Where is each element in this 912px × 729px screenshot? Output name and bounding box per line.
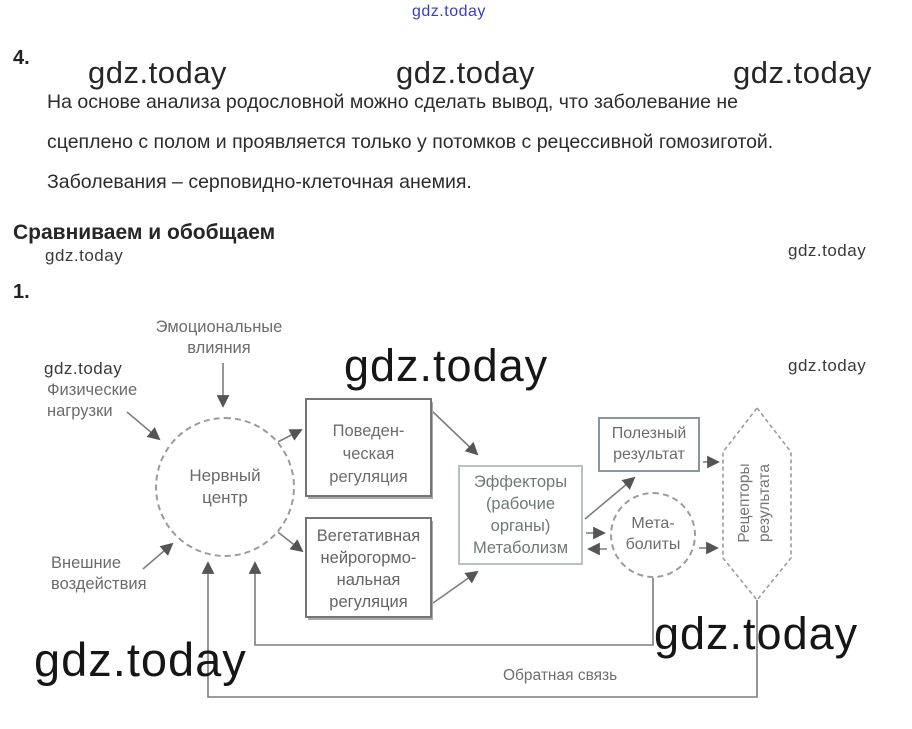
receptors-hexagon [722,406,792,602]
arrow-vegetative-to-effectors [432,570,479,604]
node-vegetative-regulation: Вегетативная нейрогормо- нальная регуляц… [305,517,432,618]
node-useful-result: Полезный результат [598,417,700,472]
arrow-effectors-to-useful [584,476,636,520]
task4-line-1: На основе анализа родословной можно сдел… [47,91,738,113]
node-text: Рецепторы [736,463,753,543]
node-text: Эффекторы [473,473,568,491]
node-text: ческая [342,445,395,463]
label-external-influences: Внешние воздействия [51,553,147,595]
label-emotional-influences: Эмоциональные влияния [140,317,298,359]
watermark-bottom-right: gdz.today [654,608,859,659]
feedback-line-receptors [201,561,758,698]
node-effectors: Эффекторы (рабочие органы) Метаболизм [458,465,583,565]
watermark-heading-left: gdz.today [45,246,124,265]
label-line: воздействия [51,575,147,593]
watermark-diagram-right: gdz.today [788,356,867,375]
node-text: Метаболизм [472,539,569,557]
node-text: результат [613,446,685,463]
node-text: результата [756,464,773,542]
task1-number: 1. [13,281,30,303]
watermark-diagram-left: gdz.today [44,359,123,378]
arrow-nerve-to-vegetative [273,528,304,553]
arrow-physical-to-nerve [126,411,161,441]
node-text: Мета- [631,515,675,532]
feedback-label: Обратная связь [503,667,618,684]
node-text: регуляция [329,593,408,611]
node-receptors-label: Рецепторы результата [735,448,779,558]
watermark-row-1: gdz.today [88,55,227,90]
task4-number: 4. [13,47,30,69]
task4-line-3: Заболевания – серповидно-клеточная анеми… [47,171,472,193]
label-line: Физические [47,381,138,399]
label-line: нагрузки [47,402,113,420]
watermark-row-2: gdz.today [396,55,535,90]
watermark-heading-right: gdz.today [788,241,867,260]
node-text: регуляция [329,468,408,486]
node-text: центр [202,488,248,507]
node-text: Нервный [189,466,261,485]
watermark-bottom-left: gdz.today [34,633,247,686]
task4-answer-text: На основе анализа родословной можно сдел… [47,82,907,202]
arrow-behavioral-to-effectors [431,410,479,456]
label-line: Внешние [51,554,122,572]
watermark-top-blue: gdz.today [412,3,486,20]
node-text: органы) [490,517,551,535]
label-physical-loads: Физические нагрузки [47,380,137,422]
watermark-row-3: gdz.today [733,55,872,90]
node-metabolites: Мета- болиты [610,492,696,578]
label-line: влияния [187,339,251,357]
section-heading: Сравниваем и обобщаем [13,221,276,244]
label-line: Эмоциональные [155,318,283,336]
node-text: Полезный [611,425,687,442]
task4-line-2: сцеплено с полом и проявляется только у … [47,131,774,153]
watermark-diagram-center: gdz.today [344,340,549,391]
node-text: нальная [336,571,401,589]
arrow-external-to-nerve [142,542,174,570]
node-text: Поведен- [332,422,405,440]
node-behavioral-regulation: Поведен- ческая регуляция [305,398,432,497]
feedback-line-metabolites [248,561,654,646]
node-text: (рабочие [485,495,556,513]
node-text: болиты [625,536,681,553]
node-text: нейрогормо- [320,549,417,567]
node-text: Вегетативная [316,527,421,545]
node-nerve-center: Нервный центр [155,417,295,557]
